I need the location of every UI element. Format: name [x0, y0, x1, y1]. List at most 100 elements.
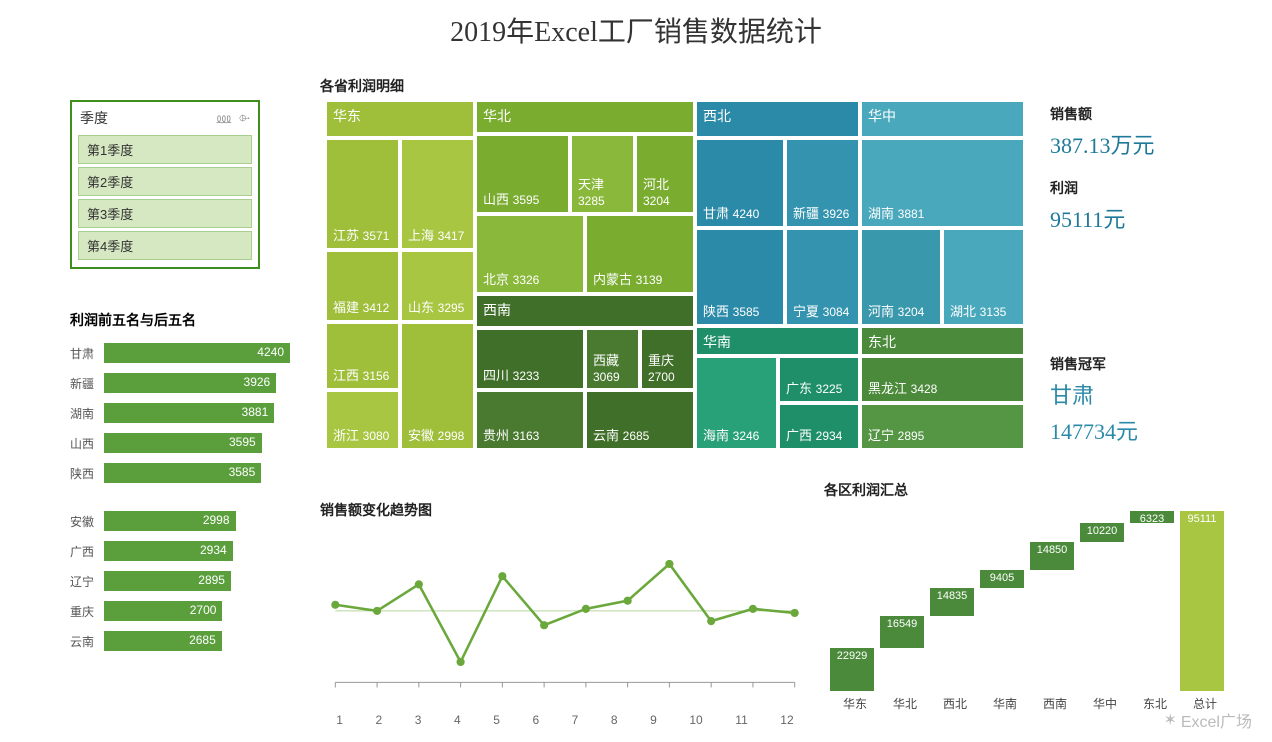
- treemap-cell[interactable]: 新疆 3926: [785, 138, 860, 228]
- multiselect-icon[interactable]: ⅏: [217, 109, 231, 128]
- slicer-header: 季度 ⅏ ⌱: [76, 106, 254, 132]
- bar-fill: 2895: [104, 571, 231, 591]
- waterfall-bar: 22929: [830, 511, 874, 691]
- treemap-group-东北[interactable]: 东北: [860, 326, 1025, 356]
- kpi-champion-label: 销售冠军: [1050, 354, 1250, 374]
- treemap-cell[interactable]: 湖南 3881: [860, 138, 1025, 228]
- bar-row: 甘肃 4240: [70, 340, 290, 366]
- waterfall-bar: 95111: [1180, 511, 1224, 691]
- treemap-group-华北[interactable]: 华北: [475, 100, 695, 134]
- line-xlabel: 12: [780, 713, 793, 727]
- treemap-cell[interactable]: 宁夏 3084: [785, 228, 860, 326]
- treemap-cell[interactable]: 浙江 3080: [325, 390, 400, 450]
- treemap-cell[interactable]: 甘肃 4240: [695, 138, 785, 228]
- treemap-group-西北[interactable]: 西北: [695, 100, 860, 138]
- waterfall-title: 各区利润汇总: [824, 480, 1250, 500]
- slicer-item-1[interactable]: 第1季度: [78, 135, 252, 164]
- clear-filter-icon[interactable]: ⌱: [239, 109, 250, 128]
- bar-row: 新疆3926: [70, 370, 290, 396]
- page-title: 2019年Excel工厂销售数据统计: [0, 0, 1272, 56]
- bar-fill: 3595: [104, 433, 262, 453]
- treemap-group-西南[interactable]: 西南: [475, 294, 695, 328]
- waterfall-xlabel: 西南: [1030, 695, 1080, 712]
- waterfall-xlabel: 华中: [1080, 695, 1130, 712]
- bar-label: 重庆: [70, 603, 104, 620]
- bar-row: 陕西3585: [70, 460, 290, 486]
- line-xlabel: 6: [532, 713, 539, 727]
- line-xlabel: 1: [336, 713, 343, 727]
- treemap-cell[interactable]: 辽宁 2895: [860, 403, 1025, 450]
- bar-label: 辽宁: [70, 573, 104, 590]
- treemap-cell[interactable]: 上海 3417: [400, 138, 475, 250]
- kpi-profit-value: 95111元: [1050, 202, 1250, 234]
- treemap-cell[interactable]: 西藏 3069: [585, 328, 640, 390]
- treemap-cell[interactable]: 广西 2934: [778, 403, 860, 450]
- treemap-cell[interactable]: 陕西 3585: [695, 228, 785, 326]
- treemap-cell[interactable]: 贵州 3163: [475, 390, 585, 450]
- bar-value: 2700: [190, 603, 217, 617]
- bar-label: 甘肃: [70, 345, 104, 362]
- waterfall-xlabel: 华南: [980, 695, 1030, 712]
- waterfall-xlabel: 西北: [930, 695, 980, 712]
- treemap-cell[interactable]: 湖北 3135: [942, 228, 1025, 326]
- bar-label: 陕西: [70, 465, 104, 482]
- bar-value: 2685: [189, 633, 216, 647]
- bar-fill: 2700: [104, 601, 222, 621]
- treemap-cell[interactable]: 广东 3225: [778, 356, 860, 403]
- bar-label: 湖南: [70, 405, 104, 422]
- top-bottom-bar-chart: 利润前五名与后五名 甘肃 4240 新疆3926 湖南 3881 山西3595 陕西3585…: [70, 310, 290, 658]
- bar-row: 辽宁 2895: [70, 568, 290, 594]
- bar-row: 云南 2685: [70, 628, 290, 654]
- slicer-item-2[interactable]: 第2季度: [78, 167, 252, 196]
- waterfall-bar: 16549: [880, 511, 924, 691]
- bar-value: 2895: [198, 573, 225, 587]
- waterfall-xlabel: 华北: [880, 695, 930, 712]
- line-xlabel: 4: [454, 713, 461, 727]
- bar-label: 山西: [70, 435, 104, 452]
- bar-value: 2934: [200, 543, 227, 557]
- treemap-group-华中[interactable]: 华中: [860, 100, 1025, 138]
- treemap-cell[interactable]: 海南 3246: [695, 356, 778, 450]
- treemap-cell[interactable]: 河南 3204: [860, 228, 942, 326]
- treemap-cell[interactable]: 天津 3285: [570, 134, 635, 214]
- treemap-cell[interactable]: 江苏 3571: [325, 138, 400, 250]
- bar-row: 广西 2934: [70, 538, 290, 564]
- treemap-group-华东[interactable]: 华东: [325, 100, 475, 138]
- treemap-cell[interactable]: 内蒙古 3139: [585, 214, 695, 294]
- bar-fill: 2934: [104, 541, 233, 561]
- watermark: ✶ Excel广场: [1163, 708, 1252, 732]
- region-profit-waterfall: 各区利润汇总 229291654914835940514850102206323…: [820, 480, 1250, 710]
- treemap-cell[interactable]: 重庆 2700: [640, 328, 695, 390]
- treemap-cell[interactable]: 山东 3295: [400, 250, 475, 322]
- bar-label: 新疆: [70, 375, 104, 392]
- treemap-cell[interactable]: 福建 3412: [325, 250, 400, 322]
- slicer-item-3[interactable]: 第3季度: [78, 199, 252, 228]
- kpi-sales-value: 387.13万元: [1050, 128, 1250, 160]
- treemap-cell[interactable]: 河北 3204: [635, 134, 695, 214]
- barchart-title: 利润前五名与后五名: [70, 310, 290, 330]
- kpi-champion-value: 147734元: [1050, 414, 1250, 446]
- slicer-title: 季度: [80, 108, 108, 128]
- bar-fill: 3881: [104, 403, 274, 423]
- kpi-champion-name: 甘肃: [1050, 378, 1250, 410]
- kpi-profit-label: 利润: [1050, 178, 1250, 198]
- bar-value: 4240: [257, 345, 284, 359]
- waterfall-bar: 14850: [1030, 511, 1074, 691]
- slicer-item-4[interactable]: 第4季度: [78, 231, 252, 260]
- treemap-title: 各省利润明细: [320, 76, 404, 96]
- quarter-slicer: 季度 ⅏ ⌱ 第1季度第2季度第3季度第4季度: [70, 100, 260, 269]
- treemap-cell[interactable]: 安徽 2998: [400, 322, 475, 450]
- bar-label: 云南: [70, 633, 104, 650]
- treemap-cell[interactable]: 北京 3326: [475, 214, 585, 294]
- waterfall-bar: 10220: [1080, 511, 1124, 691]
- treemap-cell[interactable]: 四川 3233: [475, 328, 585, 390]
- treemap-group-华南[interactable]: 华南: [695, 326, 860, 356]
- treemap-cell[interactable]: 黑龙江 3428: [860, 356, 1025, 403]
- bar-value: 3881: [242, 405, 269, 419]
- treemap-cell[interactable]: 江西 3156: [325, 322, 400, 390]
- line-xlabel: 9: [650, 713, 657, 727]
- treemap-cell[interactable]: 山西 3595: [475, 134, 570, 214]
- waterfall-bar: 9405: [980, 511, 1024, 691]
- treemap-cell[interactable]: 云南 2685: [585, 390, 695, 450]
- bar-label: 广西: [70, 543, 104, 560]
